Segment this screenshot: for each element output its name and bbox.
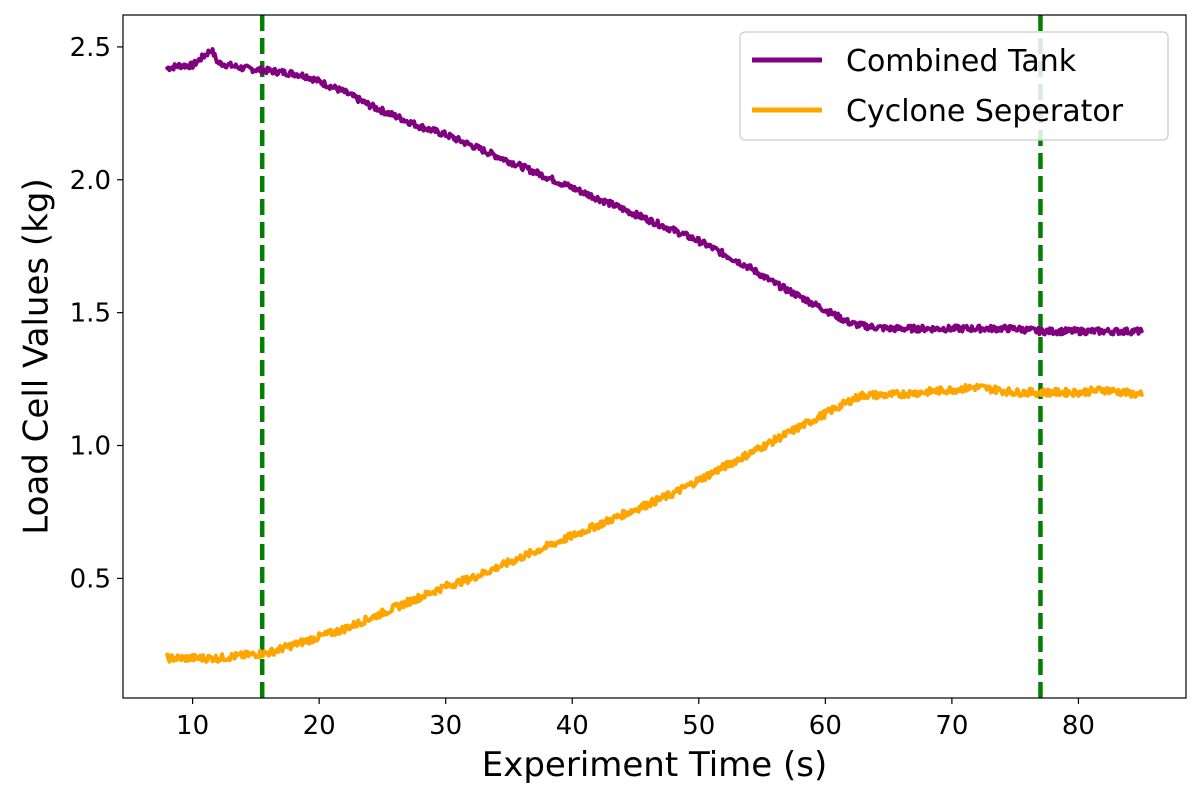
x-axis-ticks: 10 20 30 40 50 60 70 80 (176, 698, 1095, 741)
x-tick-label: 70 (935, 711, 968, 741)
legend-label: Combined Tank (846, 44, 1077, 79)
x-axis-label: Experiment Time (s) (482, 745, 828, 785)
x-tick-label: 30 (429, 711, 462, 741)
y-tick-label: 0.5 (70, 564, 111, 594)
legend-label: Cyclone Seperator (846, 94, 1124, 129)
series-line-combined-tank (165, 47, 1144, 337)
plot-area-frame (122, 14, 1187, 699)
x-tick-label: 20 (303, 711, 336, 741)
legend: Combined Tank Cyclone Seperator (739, 31, 1169, 141)
y-axis-ticks: 0.5 1.0 1.5 2.0 2.5 (70, 33, 123, 594)
x-tick-label: 80 (1062, 711, 1095, 741)
series-lines (165, 47, 1144, 664)
legend-box (739, 31, 1169, 141)
y-tick-label: 2.0 (70, 166, 111, 196)
y-tick-label: 2.5 (70, 33, 111, 63)
y-axis-label: Load Cell Values (kg) (17, 178, 57, 534)
x-tick-label: 60 (809, 711, 842, 741)
x-tick-label: 50 (682, 711, 715, 741)
y-tick-label: 1.0 (70, 432, 111, 462)
series-line-cyclone-seperator (165, 382, 1144, 664)
y-tick-label: 1.5 (70, 299, 111, 329)
x-tick-label: 40 (556, 711, 589, 741)
x-tick-label: 10 (176, 711, 209, 741)
